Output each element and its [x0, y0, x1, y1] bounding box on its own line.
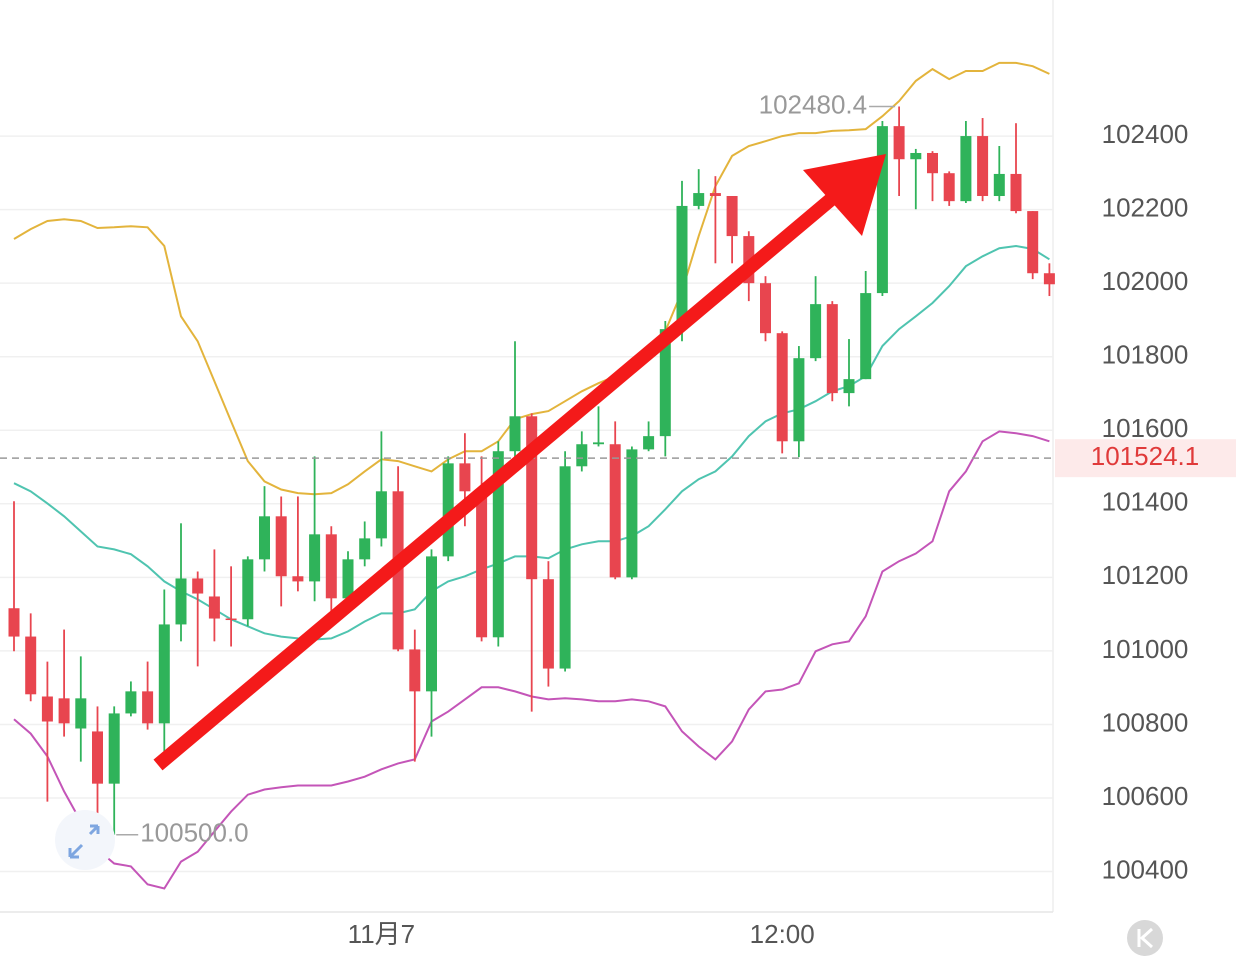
y-tick-label: 100400 [1102, 854, 1189, 884]
candle-body [309, 534, 321, 582]
candle-body [1027, 211, 1039, 274]
candle-body [175, 578, 187, 625]
button-bg [1127, 920, 1163, 956]
y-tick-label: 102400 [1102, 119, 1189, 149]
candle-body [776, 333, 788, 442]
candle-body [793, 358, 805, 442]
candle-body [1010, 173, 1022, 212]
candle-body [643, 436, 655, 450]
icon-bg [55, 810, 115, 870]
candle-body [375, 491, 387, 539]
candle-body [843, 379, 855, 394]
button-glyph [1137, 927, 1154, 949]
candle-body [993, 173, 1005, 197]
candle-body [1043, 273, 1055, 285]
candle-body [509, 416, 521, 452]
candle-body [526, 416, 538, 580]
candle-body [225, 618, 237, 621]
high-label: 102480.4 [759, 89, 867, 119]
arrow-shaft [153, 190, 840, 771]
low-label: 100500.0 [140, 818, 248, 848]
candle-body [342, 559, 354, 599]
y-tick-label: 102000 [1102, 266, 1189, 296]
candle-body [693, 193, 705, 206]
y-tick-label: 100800 [1102, 707, 1189, 737]
candle-body [426, 556, 437, 692]
candle-body [442, 463, 454, 557]
candle-body [58, 698, 70, 724]
candle-body [259, 516, 270, 560]
candle-body [275, 516, 287, 577]
collapse-icon[interactable] [55, 810, 115, 870]
candle-body [576, 444, 588, 467]
last-price-label: 101524.1 [1091, 441, 1199, 471]
candle-body [626, 449, 638, 578]
candle-body [609, 444, 621, 578]
candle-body [108, 713, 120, 784]
candle-body [409, 649, 421, 692]
candle-body [325, 534, 337, 599]
candle-body [292, 576, 304, 582]
y-tick-label: 100600 [1102, 781, 1189, 811]
candle-body [760, 283, 771, 334]
candle-body [593, 442, 604, 445]
candle-body [960, 136, 972, 202]
candle-body [659, 329, 671, 437]
candle-body [726, 196, 738, 237]
candle-body [92, 731, 103, 784]
candle-body [75, 698, 87, 729]
candle-body [927, 152, 938, 174]
candle-body [208, 596, 220, 619]
candle-body [709, 193, 721, 197]
candle-body [359, 538, 371, 560]
y-tick-label: 101000 [1102, 634, 1189, 664]
candle-body [476, 491, 488, 638]
y-tick-label: 101600 [1102, 413, 1189, 443]
candle-body [242, 559, 254, 620]
arrow-head [803, 154, 886, 236]
candle-body [158, 624, 170, 724]
y-tick-label: 101400 [1102, 487, 1189, 517]
trend-arrow [153, 154, 886, 771]
k-button[interactable] [1127, 920, 1163, 956]
candles-layer [8, 106, 1055, 835]
candle-body [459, 463, 471, 492]
candle-body [893, 126, 905, 160]
candle-body [860, 293, 872, 380]
candle-body [142, 691, 154, 724]
candle-body [876, 126, 888, 294]
candle-body [810, 304, 822, 359]
candle-body [25, 636, 37, 695]
y-tick-label: 101200 [1102, 560, 1189, 590]
candle-body [542, 579, 554, 669]
candle-body [676, 205, 688, 330]
candle-body [559, 466, 571, 669]
candle-body [943, 173, 955, 202]
y-tick-label: 102200 [1102, 192, 1189, 222]
x-tick-label: 12:00 [750, 919, 815, 949]
labels-layer: 100400 100600 100800 101000 101200 101400 1016… [0, 89, 1236, 949]
icon-glyph [68, 824, 100, 859]
candle-body [977, 136, 989, 197]
candle-body [192, 578, 204, 594]
candle-body [492, 451, 504, 638]
last-price-tag [1055, 439, 1236, 478]
x-tick-label: 11月7 [348, 919, 415, 949]
candle-body [125, 691, 137, 714]
candle-body [41, 696, 53, 722]
y-tick-label: 101800 [1102, 340, 1189, 370]
candle-body [910, 152, 922, 160]
candle-body [8, 608, 20, 637]
candle-body [826, 304, 838, 394]
